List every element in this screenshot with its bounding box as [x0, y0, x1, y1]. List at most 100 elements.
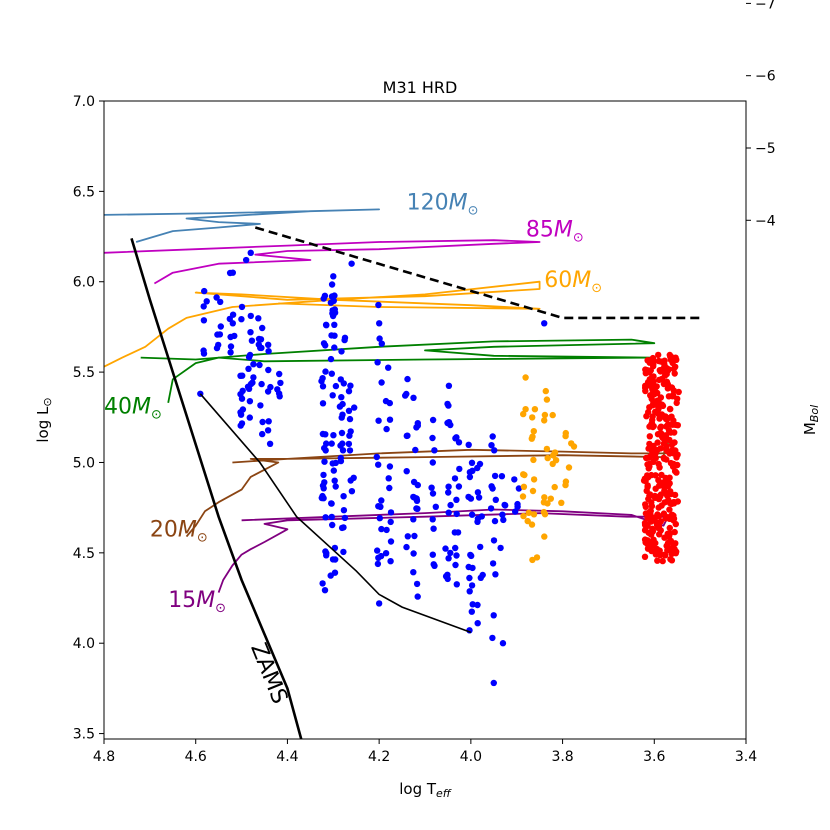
hot-star-point: [378, 379, 385, 386]
track-label-40: 40M⊙: [104, 395, 162, 423]
hot-star-point: [451, 475, 459, 482]
hot-star-point: [320, 471, 327, 479]
hot-star-point: [403, 432, 410, 440]
hot-star-point: [429, 416, 437, 424]
hot-star-point: [376, 320, 383, 327]
hot-star-point: [348, 260, 355, 267]
y-tick-label: 3.5: [73, 727, 95, 743]
red-star-point: [673, 548, 680, 555]
red-star-point: [660, 510, 668, 517]
hot-star-point: [487, 505, 495, 512]
hot-star-point: [259, 324, 266, 332]
black-boundary-line: [199, 393, 472, 634]
hot-star-point: [323, 322, 330, 329]
hot-star-point: [383, 425, 390, 433]
hot-star-point: [276, 393, 283, 400]
hot-star-point: [319, 430, 327, 438]
yellow-star-point: [522, 374, 529, 381]
y2-axis-label: MBol: [801, 405, 821, 435]
red-star-point: [663, 364, 670, 372]
hot-star-point: [321, 479, 328, 486]
hot-star-point: [277, 379, 284, 387]
yellow-star-point: [525, 509, 532, 516]
hot-star-point: [429, 434, 436, 442]
hot-star-point: [328, 281, 336, 288]
hot-star-point: [410, 478, 418, 486]
hot-star-point: [331, 321, 338, 328]
hot-star-point: [445, 382, 453, 389]
hot-star-point: [265, 418, 272, 425]
red-star-point: [674, 461, 681, 469]
red-star-point: [670, 417, 677, 424]
hd-limit-line: [254, 226, 701, 320]
x-tick-label: 4.8: [93, 749, 115, 765]
red-star-point: [641, 553, 649, 560]
hot-star-point: [453, 510, 460, 518]
track-60: [103, 280, 541, 368]
hot-star-point: [348, 488, 356, 495]
red-star-point: [667, 405, 674, 413]
red-star-point: [671, 491, 679, 499]
y2-tick-label: −6: [755, 69, 776, 85]
red-star-point: [654, 398, 662, 405]
hot-star-point: [322, 447, 329, 454]
yellow-star-point: [551, 483, 558, 491]
hot-star-point: [382, 550, 390, 557]
hot-star-point: [410, 394, 417, 401]
hot-star-point: [259, 430, 266, 438]
red-star-point: [661, 534, 668, 541]
hot-star-point: [319, 400, 327, 407]
hot-star-point: [328, 332, 335, 339]
hot-star-point: [341, 336, 348, 344]
hot-star-point: [329, 312, 337, 320]
hot-star-point: [238, 303, 246, 311]
y-tick-label: 6.5: [73, 184, 95, 200]
yellow-star-point: [520, 410, 527, 418]
hot-star-point: [376, 335, 383, 342]
hot-star-point: [337, 442, 344, 449]
track-85: [103, 239, 541, 285]
yellow-star-point: [531, 406, 539, 413]
hot-star-point: [337, 376, 344, 383]
track-label-60: 60M⊙: [544, 268, 602, 296]
red-star-point: [648, 373, 656, 381]
hot-star-point: [467, 495, 475, 502]
x-tick-label: 4.2: [368, 749, 390, 765]
red-star-point: [642, 539, 649, 546]
x-axis-label: log Teff: [399, 780, 452, 800]
hot-star-point: [403, 543, 410, 551]
hot-star-point: [477, 574, 484, 581]
hot-star-point: [329, 307, 336, 314]
hot-star-point: [332, 556, 339, 563]
hot-star-point: [489, 560, 497, 567]
red-star-point: [671, 528, 678, 536]
hot-star-point: [386, 484, 393, 492]
hot-star-point: [453, 496, 460, 503]
red-star-point: [657, 445, 664, 452]
hot-star-point: [387, 558, 394, 565]
red-star-point: [646, 440, 653, 448]
hot-star-point: [414, 593, 421, 600]
hot-star-point: [257, 336, 265, 343]
y-tick-label: 7.0: [73, 94, 95, 110]
hot-star-point: [490, 679, 497, 687]
hot-star-point: [373, 453, 380, 461]
track-15: [217, 508, 669, 593]
red-star-point: [666, 450, 673, 457]
yellow-star-point: [550, 452, 557, 459]
yellow-star-point: [540, 508, 548, 516]
hot-star-point: [474, 601, 481, 609]
y-tick-label: 5.5: [73, 365, 95, 381]
yellow-star-point: [541, 411, 549, 419]
yellow-star-point: [529, 556, 536, 564]
red-star-point: [649, 382, 656, 390]
plot-frame: [103, 100, 747, 740]
yellow-star-point: [558, 499, 565, 506]
red-star-point: [657, 493, 664, 500]
red-star-point: [652, 472, 659, 479]
red-star-point: [644, 483, 651, 491]
hot-star-point: [376, 515, 383, 522]
red-star-point: [672, 363, 679, 370]
hot-star-point: [345, 407, 353, 414]
red-star-point: [648, 547, 655, 555]
